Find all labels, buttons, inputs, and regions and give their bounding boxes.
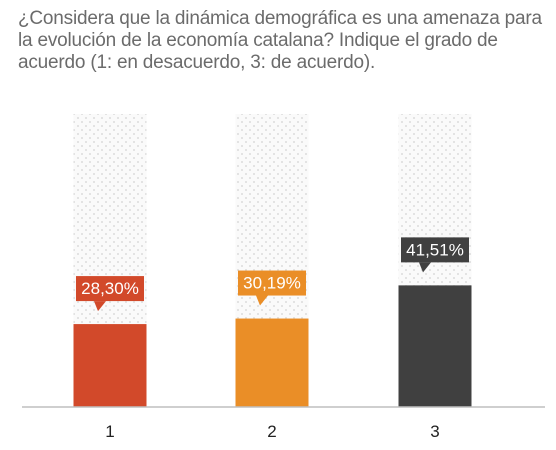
x-tick-label-3: 3 [430, 422, 439, 441]
x-tick-label-1: 1 [105, 422, 114, 441]
chart-title: ¿Considera que la dinámica demográfica e… [18, 8, 542, 73]
data-label-text-1: 28,30% [81, 279, 139, 298]
data-label-pointer-1 [94, 301, 106, 312]
data-label-pointer-3 [419, 262, 431, 273]
bar-1 [73, 324, 147, 407]
data-label-2: 30,19% [238, 270, 306, 306]
bar-2 [235, 318, 309, 407]
data-label-pointer-2 [256, 295, 268, 306]
data-label-box-2 [238, 270, 306, 296]
data-label-text-3: 41,51% [406, 240, 464, 259]
data-label-1: 28,30% [76, 276, 144, 312]
x-tick-label-2: 2 [267, 422, 276, 441]
data-label-3: 41,51% [401, 237, 469, 273]
data-label-box-1 [76, 276, 144, 302]
data-label-text-2: 30,19% [243, 274, 301, 293]
bar-3 [398, 285, 472, 407]
data-label-box-3 [401, 237, 469, 263]
